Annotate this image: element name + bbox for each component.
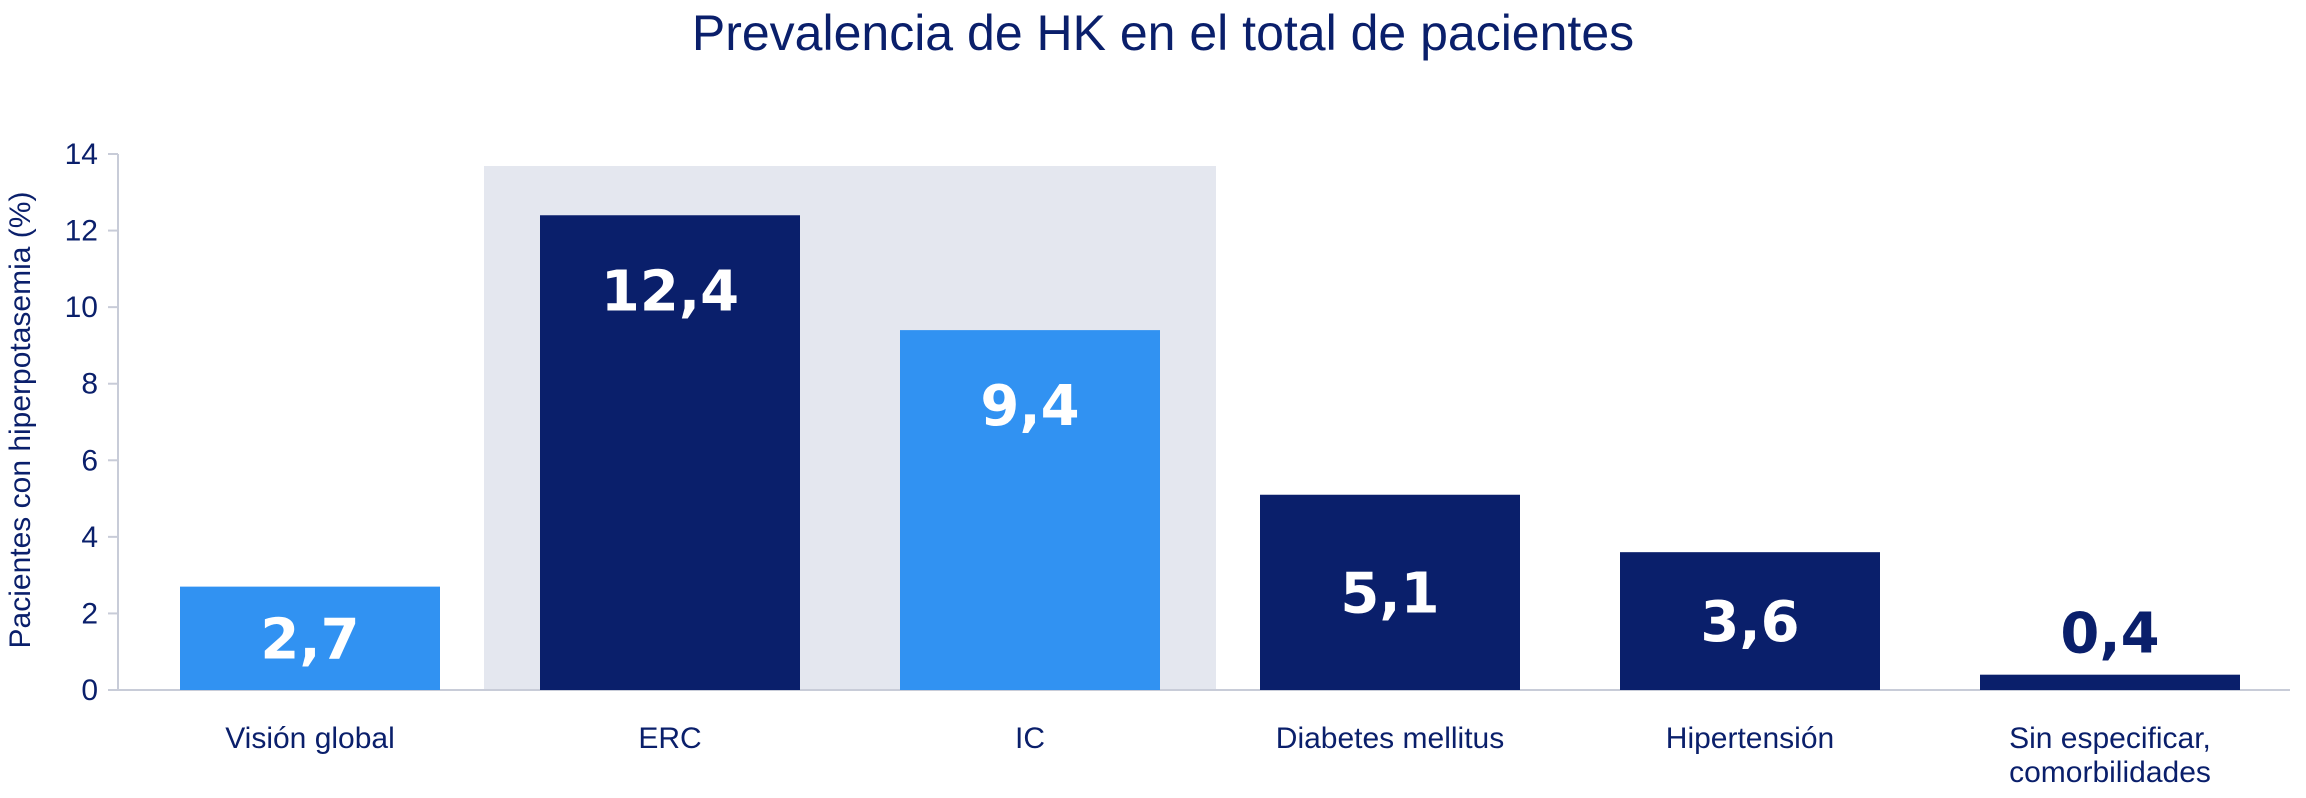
category-label-line: Visión global <box>225 722 395 755</box>
value-label: 9,4 <box>980 374 1079 439</box>
axes: 0 2 4 6 8 10 12 14 <box>65 138 2290 707</box>
value-label: 3,6 <box>1700 590 1799 655</box>
category-label: Diabetes mellitus <box>1276 722 1504 755</box>
value-label: 12,4 <box>601 259 739 324</box>
category-label: Sin especificar, comorbilidades <box>2009 722 2211 789</box>
y-tick-label: 4 <box>81 521 98 554</box>
category-label: IC <box>1015 722 1045 755</box>
value-label: 2,7 <box>260 607 359 672</box>
bar <box>180 586 440 690</box>
bar <box>900 330 1160 690</box>
bar <box>1260 494 1520 690</box>
bar <box>1980 674 2240 690</box>
category-label-line: comorbilidades <box>2009 756 2211 789</box>
chart-title: Prevalencia de HK en el total de pacient… <box>692 5 1634 61</box>
bars <box>180 215 2240 690</box>
y-tick-label: 0 <box>81 674 98 707</box>
y-tick-label: 10 <box>65 291 98 324</box>
category-label-line: Diabetes mellitus <box>1276 722 1504 755</box>
y-tick-label: 8 <box>81 368 98 401</box>
value-labels: 2,7 12,4 9,4 5,1 3,6 0,4 <box>260 259 2159 672</box>
value-label: 5,1 <box>1340 561 1439 626</box>
category-labels: Visión global ERC IC Diabetes mellitus Hiper… <box>225 722 2211 789</box>
category-label-line: IC <box>1015 722 1045 755</box>
category-label: Visión global <box>225 722 395 755</box>
y-tick-label: 14 <box>65 138 98 171</box>
category-label-line: ERC <box>638 722 701 755</box>
category-label-line: Hipertensión <box>1666 722 1834 755</box>
value-label: 0,4 <box>2060 602 2159 667</box>
bar <box>540 215 800 690</box>
category-label: ERC <box>638 722 701 755</box>
y-axis-label: Pacientes con hiperpotasemia (%) <box>4 192 37 649</box>
bar <box>1620 552 1880 690</box>
category-label-line: Sin especificar, <box>2009 722 2211 755</box>
y-tick-label: 12 <box>65 215 98 248</box>
y-tick-label: 2 <box>81 597 98 630</box>
category-label: Hipertensión <box>1666 722 1834 755</box>
y-tick-label: 6 <box>81 444 98 477</box>
